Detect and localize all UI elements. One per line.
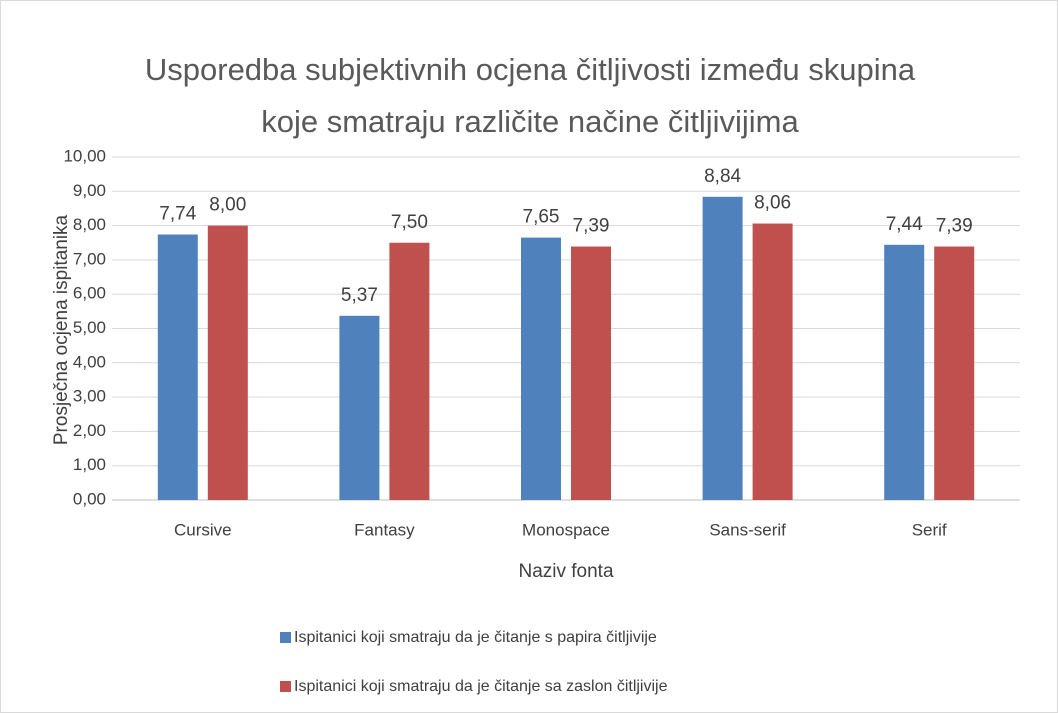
bar bbox=[752, 223, 793, 501]
x-tick-label: Fantasy bbox=[354, 520, 415, 539]
chart-title: Usporedba subjektivnih ocjena čitljivost… bbox=[144, 52, 916, 139]
y-tick-label: 4,00 bbox=[73, 352, 106, 371]
data-label: 7,44 bbox=[886, 214, 923, 235]
bar bbox=[339, 315, 380, 500]
y-tick-label: 10,00 bbox=[63, 146, 106, 165]
bar bbox=[157, 234, 198, 500]
y-tick-label: 3,00 bbox=[73, 387, 106, 406]
bar bbox=[702, 196, 743, 500]
y-tick-label: 7,00 bbox=[73, 249, 106, 268]
legend-label: Ispitanici koji smatraju da je čitanje s… bbox=[294, 678, 668, 695]
y-axis-title: Prosječna ocjena ispitanika bbox=[51, 214, 72, 445]
data-label: 8,00 bbox=[209, 195, 246, 216]
y-tick-label: 1,00 bbox=[73, 455, 106, 474]
x-tick-label: Cursive bbox=[174, 520, 232, 539]
x-tick-label: Serif bbox=[912, 520, 947, 539]
bar bbox=[521, 237, 561, 501]
data-label: 8,84 bbox=[704, 166, 741, 187]
y-tick-label: 5,00 bbox=[73, 318, 106, 337]
data-label: 7,50 bbox=[391, 212, 428, 233]
bar bbox=[934, 246, 975, 500]
x-axis-title: Naziv fonta bbox=[518, 561, 613, 582]
bar bbox=[207, 225, 248, 500]
y-tick-label: 6,00 bbox=[73, 284, 106, 303]
bar bbox=[389, 242, 430, 500]
legend-swatch bbox=[280, 632, 291, 643]
x-tick-label: Sans-serif bbox=[709, 520, 786, 539]
data-label: 7,39 bbox=[936, 216, 973, 237]
data-label: 7,65 bbox=[523, 207, 560, 228]
y-tick-label: 0,00 bbox=[73, 489, 106, 508]
y-tick-label: 8,00 bbox=[73, 215, 106, 234]
x-tick-label: Monospace bbox=[522, 520, 610, 539]
data-label: 5,37 bbox=[341, 285, 378, 306]
legend-swatch bbox=[280, 681, 291, 692]
data-label: 7,39 bbox=[573, 216, 610, 237]
bar bbox=[571, 246, 611, 500]
data-label: 7,74 bbox=[159, 204, 196, 225]
data-label: 8,06 bbox=[754, 193, 791, 214]
legend-label: Ispitanici koji smatraju da je čitanje s… bbox=[294, 629, 657, 646]
y-tick-label: 2,00 bbox=[73, 421, 106, 440]
bar bbox=[884, 244, 925, 500]
y-tick-label: 9,00 bbox=[73, 181, 106, 200]
